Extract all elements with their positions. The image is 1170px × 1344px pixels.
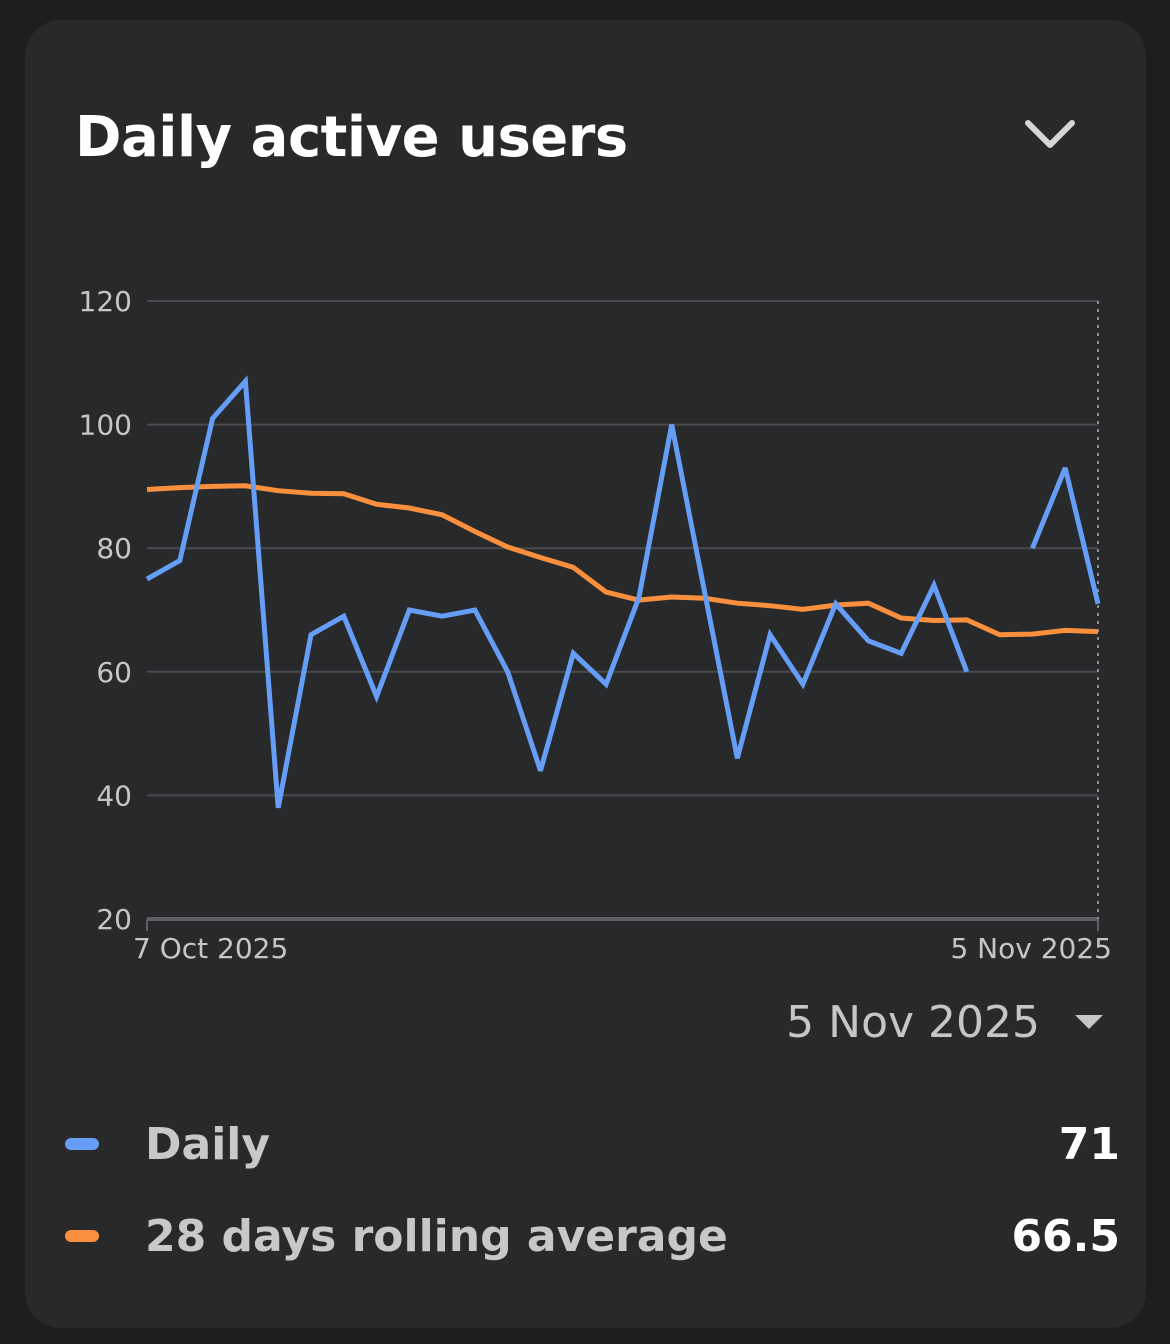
daily-active-users-card: Daily active users (25, 20, 1146, 1328)
legend-swatch-rolling-average (65, 1230, 99, 1242)
card-title: Daily active users (75, 105, 628, 170)
series-line-daily-segment-0 (145, 375, 970, 809)
legend-item-rolling-average: 28 days rolling average 66.5 (65, 1201, 1120, 1271)
x-tick-label-end: 5 Nov 2025 (950, 932, 1112, 965)
x-tick-label-start: 7 Oct 2025 (133, 932, 288, 965)
series-line-rolling-average-segment-0 (146, 483, 1099, 638)
chevron-down-icon (1025, 120, 1075, 148)
legend-swatch-daily (65, 1138, 99, 1150)
y-tick-label-60: 60 (96, 656, 132, 689)
caret-down-icon (1075, 1015, 1103, 1029)
selected-date: 5 Nov 2025 (786, 996, 1040, 1048)
date-selector-dropdown[interactable]: 5 Nov 2025 (786, 992, 1104, 1052)
collapse-button[interactable] (1015, 108, 1085, 158)
grid-lines (146, 300, 1099, 931)
series-lines (145, 375, 1101, 809)
y-tick-label-40: 40 (96, 779, 132, 812)
legend-label-rolling-average: 28 days rolling average (145, 1210, 728, 1262)
legend-label-daily: Daily (145, 1118, 271, 1170)
y-tick-label-20: 20 (96, 903, 132, 936)
legend-item-daily: Daily 71 (65, 1109, 1120, 1179)
y-tick-label-120: 120 (79, 285, 132, 318)
series-line-daily-segment-1 (1030, 466, 1101, 605)
y-tick-label-80: 80 (96, 532, 132, 565)
legend-value-rolling-average: 66.5 (1011, 1210, 1120, 1262)
legend-value-daily: 71 (1058, 1118, 1120, 1170)
y-axis-ticks: 20 40 60 80 100 120 (79, 285, 132, 936)
y-tick-label-100: 100 (79, 409, 132, 442)
line-chart[interactable]: 20 40 60 80 100 120 7 Oct 2025 5 Nov 2025 (0, 0, 1170, 1000)
